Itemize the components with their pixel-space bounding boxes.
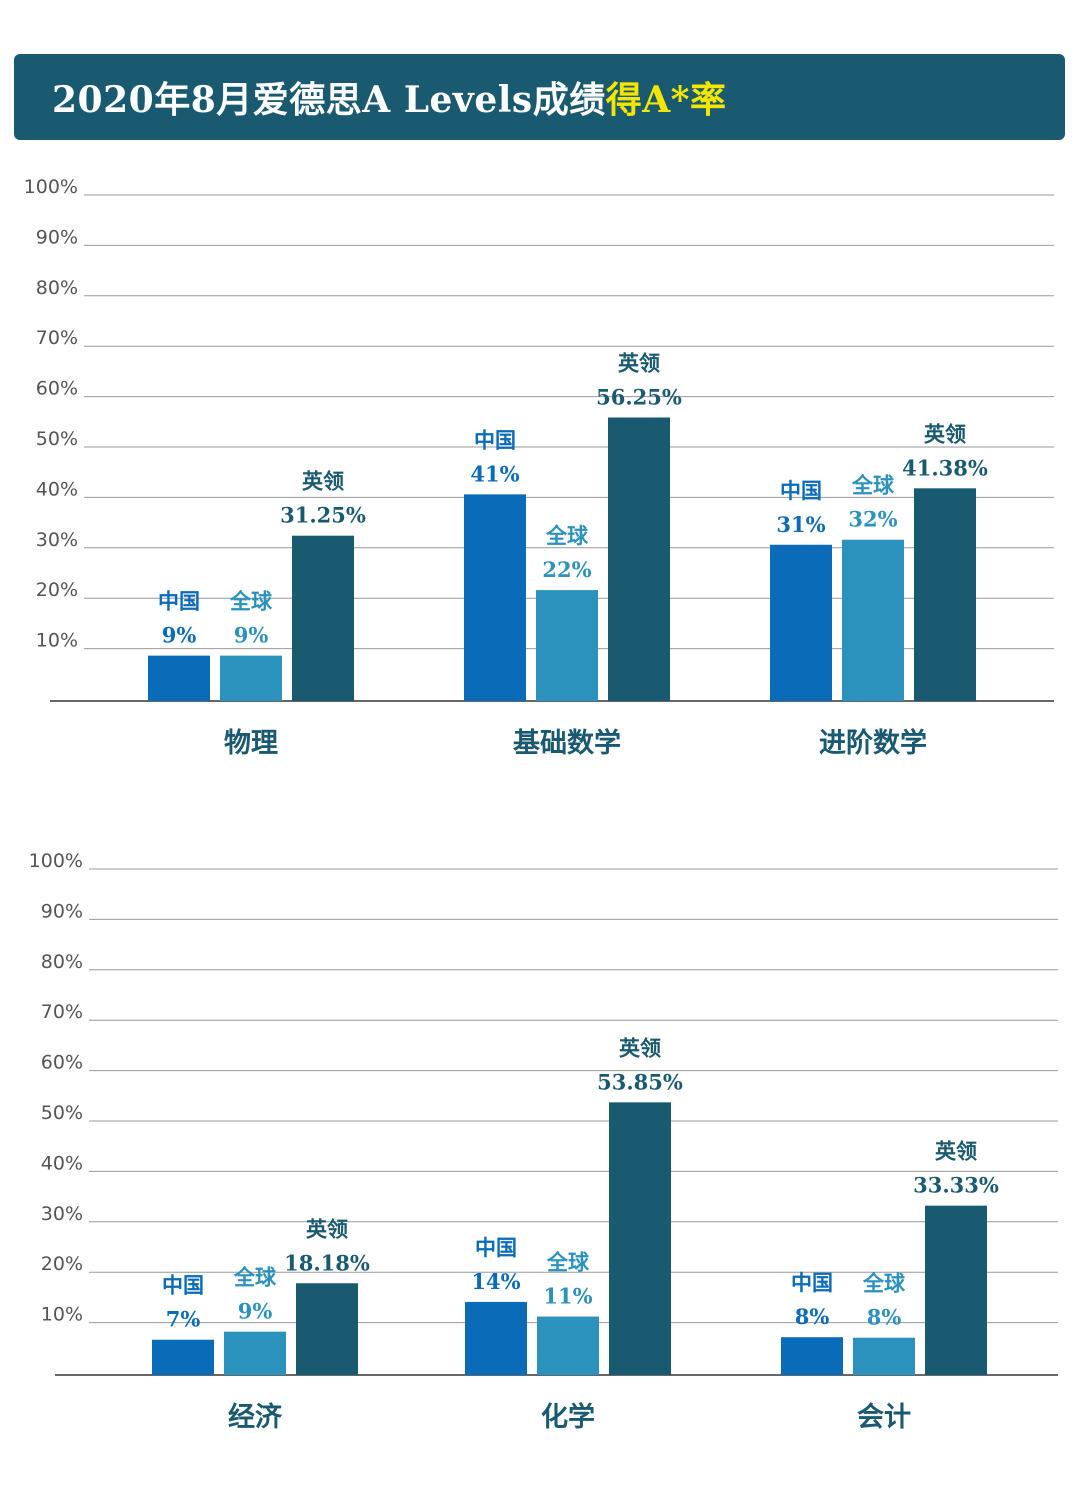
bar (465, 1301, 527, 1375)
bar-series-label: 全球 (546, 1251, 590, 1275)
y-tick-label: 80% (41, 951, 83, 973)
bar-value-label: 14% (471, 1269, 520, 1294)
y-tick-label: 20% (36, 579, 78, 601)
bar-value-label: 18.18% (284, 1250, 370, 1275)
bar-series-label: 全球 (229, 590, 273, 614)
y-tick-label: 60% (36, 378, 78, 400)
bar (152, 1339, 214, 1375)
y-tick-label: 30% (36, 529, 78, 551)
y-tick-label: 40% (36, 478, 78, 500)
bar-series-label: 英领 (619, 1036, 661, 1060)
y-tick-label: 100% (24, 176, 78, 198)
bar-value-label: 31.25% (280, 503, 366, 528)
y-tick-label: 100% (29, 850, 83, 872)
bar-series-label: 英领 (306, 1217, 348, 1241)
y-tick-label: 90% (36, 226, 78, 248)
bar (536, 590, 598, 701)
bar-value-label: 11% (543, 1284, 592, 1309)
bar-value-label: 7% (166, 1307, 201, 1332)
bar-series-label: 全球 (851, 474, 895, 498)
y-tick-label: 40% (41, 1152, 83, 1174)
category-label: 进阶数学 (819, 727, 927, 759)
category-label: 经济 (228, 1401, 283, 1433)
bar-value-label: 41.38% (902, 455, 988, 480)
y-tick-label: 20% (41, 1253, 83, 1275)
bar (537, 1316, 599, 1375)
bar-value-label: 9% (234, 623, 269, 648)
bar (781, 1337, 843, 1375)
bar-value-label: 33.33% (913, 1173, 999, 1198)
bar-series-label: 英领 (302, 470, 344, 494)
bar-value-label: 32% (848, 507, 897, 532)
bar-series-label: 中国 (780, 479, 822, 503)
y-tick-label: 60% (41, 1052, 83, 1074)
y-tick-label: 50% (41, 1102, 83, 1124)
bar-value-label: 41% (470, 461, 519, 486)
bar-value-label: 22% (542, 557, 591, 582)
bar (770, 544, 832, 701)
bar-series-label: 英领 (935, 1140, 977, 1164)
bar-value-label: 8% (867, 1305, 902, 1330)
bar-series-label: 中国 (475, 1236, 517, 1260)
bar (292, 535, 354, 701)
bar-value-label: 8% (795, 1304, 830, 1329)
title-main: 2020年8月爱德思A Levels成绩 (52, 79, 606, 121)
bar-value-label: 9% (162, 623, 197, 648)
bar-series-label: 中国 (158, 590, 200, 614)
y-tick-label: 80% (36, 277, 78, 299)
bar-series-label: 中国 (162, 1274, 204, 1298)
bar (148, 655, 210, 701)
category-label: 化学 (541, 1401, 595, 1433)
bar-value-label: 56.25% (596, 385, 682, 410)
y-tick-label: 50% (36, 428, 78, 450)
bar-series-label: 英领 (618, 352, 660, 376)
y-tick-label: 70% (36, 327, 78, 349)
y-tick-label: 70% (41, 1001, 83, 1023)
bar-series-label: 全球 (233, 1266, 277, 1290)
title-bar: 2020年8月爱德思A Levels成绩得A*率 (14, 54, 1065, 140)
page-title: 2020年8月爱德思A Levels成绩得A*率 (52, 71, 726, 123)
bar-series-label: 中国 (791, 1271, 833, 1295)
y-tick-label: 10% (36, 630, 78, 652)
bar (224, 1331, 286, 1375)
bar-series-label: 中国 (474, 428, 516, 452)
bar (842, 539, 904, 701)
bar (853, 1337, 915, 1375)
title-highlight: 得A*率 (605, 79, 727, 121)
y-tick-label: 90% (41, 900, 83, 922)
chart-bottom: 10% 20% 30% 40% 50% 60% 70% 80% 90% 100% 7% 中国 9% 全球 1… (29, 850, 1058, 1433)
bar (608, 417, 670, 701)
bar-value-label: 9% (238, 1299, 273, 1324)
bar (220, 655, 282, 701)
bar (925, 1205, 987, 1375)
bar-series-label: 全球 (545, 524, 589, 548)
chart-top: 10% 20% 30% 40% 50% 60% 70% 80% 90% 100% 9% 中国 9% 全球 3… (24, 176, 1054, 759)
bar-value-label: 31% (776, 512, 825, 537)
bar-series-label: 英领 (924, 422, 966, 446)
bar (609, 1102, 671, 1375)
bar-value-label: 53.85% (597, 1069, 683, 1094)
y-tick-label: 10% (41, 1304, 83, 1326)
bar (914, 488, 976, 701)
category-label: 会计 (857, 1402, 911, 1433)
category-label: 基础数学 (513, 727, 621, 759)
category-label: 物理 (224, 728, 278, 759)
y-tick-label: 30% (41, 1203, 83, 1225)
bar-series-label: 全球 (862, 1272, 906, 1296)
bar (296, 1283, 358, 1375)
bar (464, 494, 526, 701)
